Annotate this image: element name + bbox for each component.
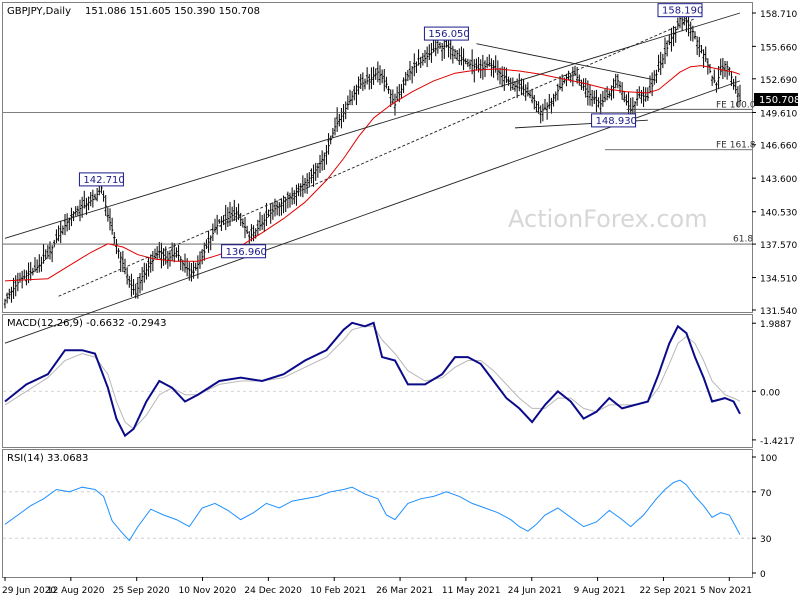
rsi-line (4, 479, 741, 542)
trend-line (4, 12, 741, 239)
macd-title: MACD(12,26,9) -0.6632 -0.2943 (7, 318, 167, 329)
price-y-tick-label: 155.660 (760, 43, 797, 53)
price-y-tick-label: 158.710 (760, 10, 797, 20)
rsi-title: RSI(14) 33.0683 (7, 453, 88, 464)
x-axis-tick-label: 5 Nov 2021 (700, 586, 752, 596)
x-axis-tick-label: 24 Dec 2020 (244, 586, 302, 596)
x-axis-tick-label: 22 Sep 2021 (639, 586, 696, 596)
rsi-y-tick-label: 70 (760, 489, 772, 499)
x-axis-tick-label: 11 May 2021 (442, 586, 501, 596)
price-annotation-label: 156.050 (428, 29, 469, 40)
price-annotation-box (221, 244, 267, 259)
price-y-tick-label: 152.690 (760, 76, 797, 86)
rsi-y-tick-label: 30 (760, 535, 772, 545)
price-annotation-box (78, 172, 124, 187)
price-annotation-box (423, 26, 469, 41)
x-axis-tick-label: 12 Aug 2020 (47, 586, 105, 596)
fe-label: FE 100.0 (716, 100, 756, 110)
macd-y-tick-label: 0.00 (760, 388, 780, 398)
x-axis-tick-label: 26 Mar 2021 (376, 586, 433, 596)
macd-y-tick-label: -1.4217 (760, 437, 795, 447)
x-axis-tick-label: 25 Sep 2020 (113, 586, 170, 596)
rsi-layer: 100 70 30 0 (3, 454, 777, 580)
price-annotation-label: 136.960 (226, 247, 267, 258)
x-axis-tick-label: 10 Feb 2021 (310, 586, 366, 596)
macd-y-tick-label: 1.9887 (760, 320, 792, 330)
last-price-box (754, 93, 798, 106)
fe-label: FE 161.8 (716, 141, 756, 151)
chart-ohlc: 151.086 151.605 150.390 150.708 (85, 6, 260, 17)
label-layer: 142.710 156.050 158.190 148.930 136.960 (78, 3, 703, 259)
price-annotation-box (657, 3, 703, 18)
last-price-label: 150.708 (759, 95, 800, 106)
trend-line (58, 18, 696, 297)
grid-layer: 158.710 155.660 152.690 149.610 146.660 143.6… (2, 10, 797, 596)
x-axis-tick-label: 29 Jun 2020 (2, 586, 56, 596)
moving-average-line (4, 65, 741, 282)
fib-label: 61.8 (733, 234, 753, 244)
price-y-tick-label: 131.540 (760, 307, 797, 317)
price-annotation-box (591, 113, 637, 128)
price-annotation-label: 158.190 (662, 6, 703, 17)
x-axis-tick-label: 24 Jun 2021 (508, 586, 562, 596)
rsi-y-tick-label: 0 (760, 570, 766, 580)
watermark: ActionForex.com (508, 205, 708, 233)
price-annotation-label: 142.710 (83, 175, 124, 186)
price-layer (3, 3, 742, 309)
macd-line (4, 321, 741, 438)
trend-line (476, 43, 655, 81)
price-y-tick-label: 146.660 (760, 142, 797, 152)
price-y-tick-label: 134.510 (760, 275, 797, 285)
chart-symbol: GBPJPY,Daily (7, 6, 71, 17)
price-y-tick-label: 140.530 (760, 209, 797, 219)
macd-layer: 1.9887 0.00 -1.4217 (3, 320, 795, 447)
rsi-y-tick-label: 100 (760, 454, 777, 464)
price-y-tick-label: 143.600 (760, 175, 797, 185)
price-y-tick-label: 149.610 (760, 109, 797, 119)
rsi-panel-frame (2, 449, 753, 578)
x-axis-tick-label: 10 Nov 2020 (179, 586, 237, 596)
price-annotation-label: 148.930 (596, 116, 637, 127)
price-y-tick-label: 137.570 (760, 241, 797, 251)
x-axis-tick-label: 9 Aug 2021 (574, 586, 626, 596)
